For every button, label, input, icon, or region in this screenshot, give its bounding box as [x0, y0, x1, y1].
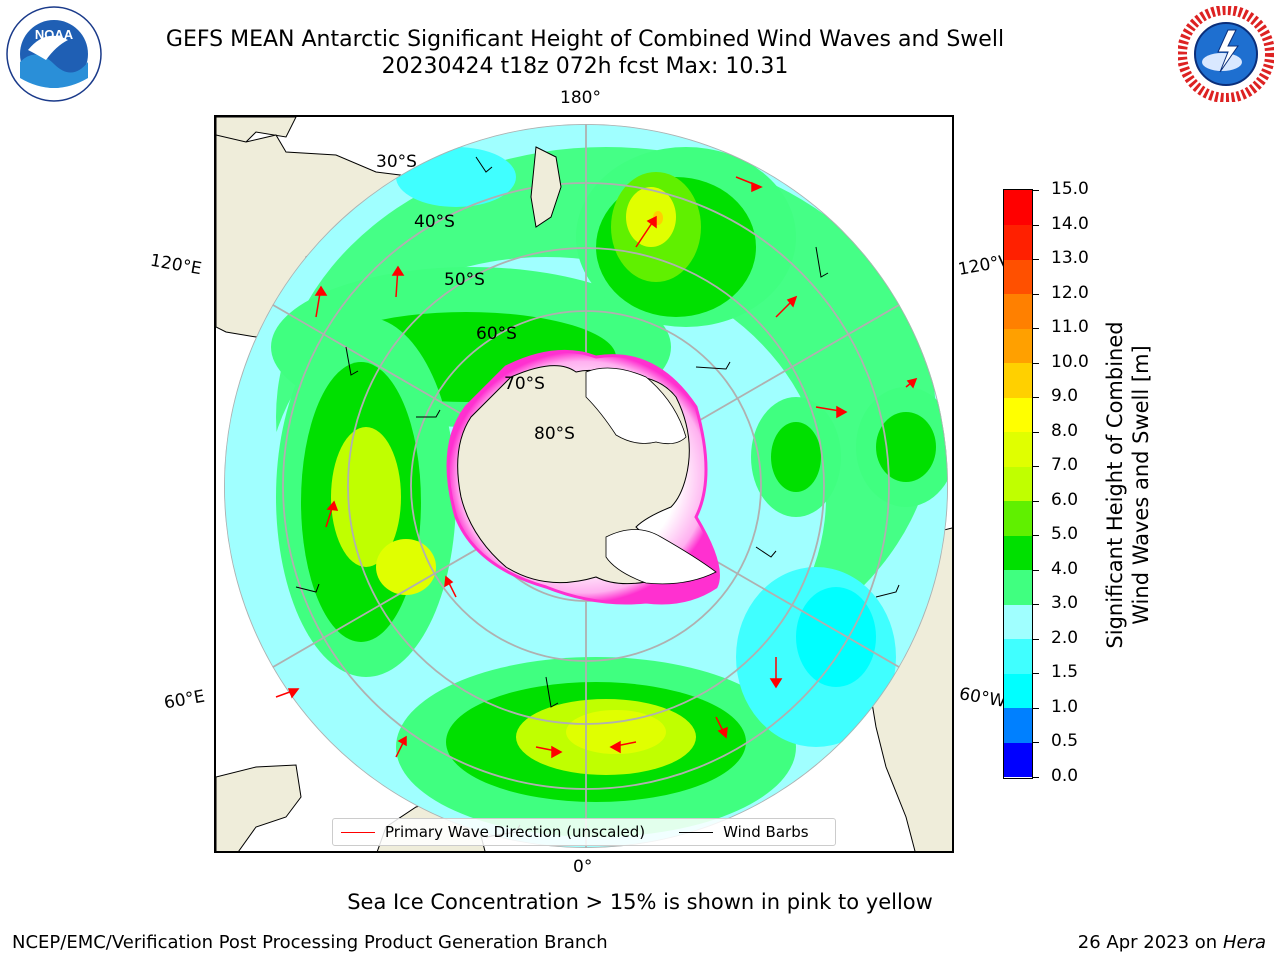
latitude-label-70s: 70°S: [504, 374, 545, 394]
colorbar-tick-label: 12.0: [1051, 282, 1089, 303]
colorbar-tick-mark: [1033, 569, 1039, 571]
colorbar-tick-label: 10.0: [1051, 351, 1089, 372]
colorbar-label: Significant Height of Combined Wind Wave…: [1102, 321, 1154, 648]
colorbar-segment: [1004, 328, 1032, 364]
longitude-label-120e: 120°E: [148, 250, 204, 280]
colorbar-segment: [1004, 535, 1032, 571]
longitude-label-60w: 60°W: [957, 684, 1008, 712]
noaa-logo-icon: NOAA: [6, 6, 102, 102]
wind-barb-line-icon: [679, 831, 714, 833]
footer-date-text: 26 Apr 2023 on: [1077, 932, 1218, 953]
latitude-label-50s: 50°S: [444, 270, 485, 290]
colorbar-tick-label: 0.0: [1051, 766, 1079, 786]
footer-host: Hera: [1222, 932, 1266, 953]
chart-title: GEFS MEAN Antarctic Significant Height o…: [0, 26, 1170, 80]
colorbar-tick-mark: [1033, 397, 1039, 399]
colorbar-tick-mark: [1033, 466, 1039, 468]
colorbar-tick-mark: [1033, 500, 1039, 502]
colorbar-segment: [1004, 638, 1032, 674]
colorbar-segment: [1004, 431, 1032, 467]
colorbar-tick-mark: [1033, 638, 1039, 640]
title-line-1: GEFS MEAN Antarctic Significant Height o…: [165, 27, 1005, 52]
colorbar-label-line-1: Significant Height of Combined: [1103, 321, 1127, 649]
colorbar-tick-label: 11.0: [1051, 317, 1089, 338]
legend-item-wave: Primary Wave Direction (unscaled): [341, 823, 645, 841]
latitude-label-80s: 80°S: [534, 424, 575, 444]
colorbar-tick-label: 1.5: [1051, 662, 1079, 683]
colorbar-tick-mark: [1033, 742, 1039, 744]
sea-ice-note: Sea Ice Concentration > 15% is shown in …: [347, 890, 933, 914]
longitude-label-0: 0°: [573, 857, 593, 877]
longitude-label-60e: 60°E: [162, 686, 207, 714]
colorbar-segment: [1004, 673, 1032, 709]
ronne-ice-shelf: [605, 529, 717, 585]
colorbar-segment: [1004, 707, 1032, 743]
latitude-label-60s: 60°S: [476, 324, 517, 344]
national-weather-service-logo-icon: [1178, 6, 1274, 102]
map-legend: Primary Wave Direction (unscaled) Wind B…: [332, 818, 836, 846]
colorbar-tick-mark: [1033, 777, 1039, 778]
colorbar-tick-mark: [1033, 673, 1039, 675]
colorbar-tick-mark: [1033, 707, 1039, 709]
colorbar-segment: [1004, 604, 1032, 640]
colorbar-tick-label: 15.0: [1051, 179, 1089, 199]
colorbar-tick-mark: [1033, 293, 1039, 295]
colorbar-tick-mark: [1033, 190, 1039, 191]
colorbar-segment: [1004, 742, 1032, 778]
noaa-logo-text: NOAA: [35, 27, 74, 42]
colorbar-tick-label: 8.0: [1051, 420, 1079, 441]
colorbar-tick-label: 7.0: [1051, 455, 1079, 476]
ross-ice-shelf: [585, 367, 687, 445]
antarctic-wave-map: [214, 115, 954, 853]
colorbar-segment: [1004, 224, 1032, 260]
colorbar-tick-mark: [1033, 431, 1039, 433]
colorbar-tick-label: 13.0: [1051, 248, 1089, 269]
colorbar-segment: [1004, 293, 1032, 329]
colorbar-segment: [1004, 259, 1032, 295]
colorbar-tick-label: 5.0: [1051, 524, 1079, 545]
footer-credit: NCEP/EMC/Verification Post Processing Pr…: [12, 932, 608, 953]
colorbar-tick-mark: [1033, 224, 1039, 226]
africa-landmass: [216, 764, 302, 851]
colorbar-tick-label: 2.0: [1051, 627, 1079, 648]
colorbar-segment: [1004, 500, 1032, 536]
colorbar-tick-label: 9.0: [1051, 386, 1079, 407]
colorbar-tick-mark: [1033, 259, 1039, 261]
colorbar-label-line-2: Wind Waves and Swell [m]: [1129, 345, 1153, 625]
wave-direction-line-icon: [341, 831, 375, 833]
colorbar-tick-label: 14.0: [1051, 213, 1089, 234]
colorbar-tick-label: 3.0: [1051, 593, 1079, 614]
colorbar-segment: [1004, 362, 1032, 398]
colorbar-tick-label: 4.0: [1051, 558, 1079, 579]
colorbar-tick-mark: [1033, 535, 1039, 537]
longitude-label-180: 180°: [560, 88, 601, 108]
colorbar-tick-mark: [1033, 604, 1039, 606]
new-zealand-landmass: [530, 146, 562, 228]
colorbar-segment: [1004, 569, 1032, 605]
colorbar-segment: [1004, 397, 1032, 433]
legend-wave-label: Primary Wave Direction (unscaled): [385, 823, 646, 841]
wave-direction-arrows: [275, 176, 918, 759]
colorbar-tick-mark: [1033, 328, 1039, 330]
colorbar: [1003, 189, 1033, 779]
latitude-label-30s: 30°S: [376, 152, 417, 172]
footer-date: 26 Apr 2023 on Hera: [1078, 932, 1266, 953]
legend-item-wind: Wind Barbs: [679, 823, 809, 841]
colorbar-segment: [1004, 466, 1032, 502]
title-line-2: 20230424 t18z 072h fcst Max: 10.31: [381, 54, 789, 79]
colorbar-tick-label: 0.5: [1051, 731, 1079, 752]
legend-wind-label: Wind Barbs: [723, 823, 809, 841]
colorbar-segment: [1004, 190, 1032, 226]
latitude-label-40s: 40°S: [414, 212, 455, 232]
colorbar-tick-label: 1.0: [1051, 696, 1079, 717]
colorbar-tick-mark: [1033, 362, 1039, 364]
colorbar-tick-label: 6.0: [1051, 489, 1079, 510]
